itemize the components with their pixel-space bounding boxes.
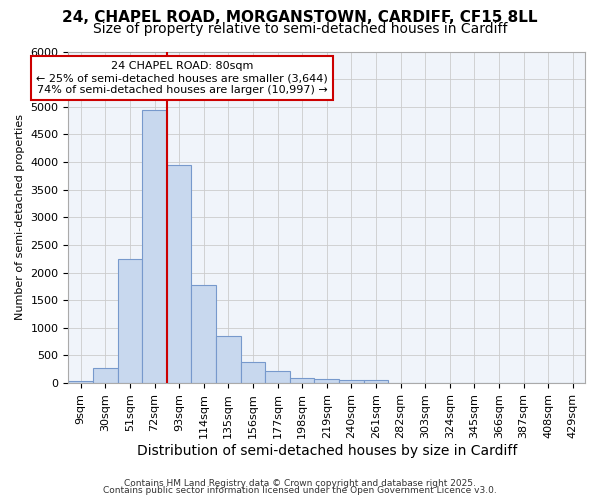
- Bar: [68, 381, 93, 383]
- Bar: [191, 284, 216, 383]
- Y-axis label: Number of semi-detached properties: Number of semi-detached properties: [15, 114, 25, 320]
- Bar: [241, 362, 265, 383]
- Text: Contains public sector information licensed under the Open Government Licence v3: Contains public sector information licen…: [103, 486, 497, 495]
- Bar: [290, 378, 314, 383]
- Bar: [314, 379, 339, 383]
- Bar: [339, 380, 364, 383]
- Text: 24, CHAPEL ROAD, MORGANSTOWN, CARDIFF, CF15 8LL: 24, CHAPEL ROAD, MORGANSTOWN, CARDIFF, C…: [62, 10, 538, 25]
- Bar: [118, 258, 142, 383]
- Bar: [364, 380, 388, 383]
- Text: Size of property relative to semi-detached houses in Cardiff: Size of property relative to semi-detach…: [93, 22, 507, 36]
- Bar: [142, 110, 167, 383]
- Bar: [216, 336, 241, 383]
- Bar: [265, 371, 290, 383]
- X-axis label: Distribution of semi-detached houses by size in Cardiff: Distribution of semi-detached houses by …: [137, 444, 517, 458]
- Bar: [167, 165, 191, 383]
- Text: Contains HM Land Registry data © Crown copyright and database right 2025.: Contains HM Land Registry data © Crown c…: [124, 478, 476, 488]
- Bar: [93, 368, 118, 383]
- Text: 24 CHAPEL ROAD: 80sqm
← 25% of semi-detached houses are smaller (3,644)
74% of s: 24 CHAPEL ROAD: 80sqm ← 25% of semi-deta…: [36, 62, 328, 94]
